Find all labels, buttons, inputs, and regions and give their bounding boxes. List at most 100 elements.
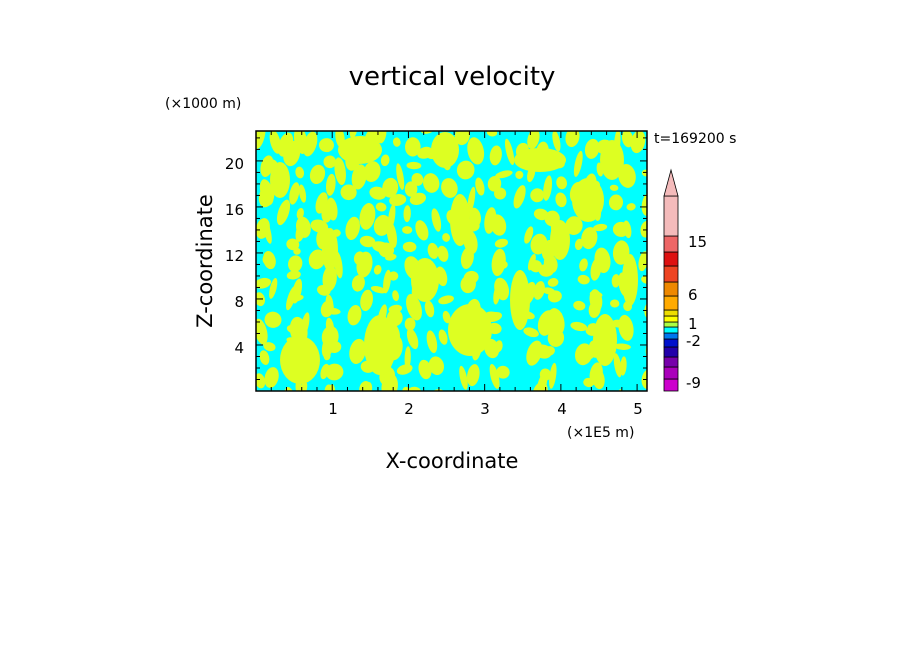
positive-velocity-cell <box>613 353 622 378</box>
positive-velocity-cell <box>592 369 605 390</box>
positive-velocity-cell <box>349 338 366 364</box>
positive-velocity-cell <box>469 207 482 226</box>
positive-velocity-cell <box>442 310 451 324</box>
positive-velocity-cell <box>638 251 647 272</box>
positive-velocity-cell <box>319 138 334 153</box>
positive-velocity-cell <box>356 251 373 278</box>
positive-velocity-cell <box>406 293 422 321</box>
positive-velocity-cell <box>589 289 603 312</box>
positive-velocity-cell <box>347 305 362 326</box>
positive-velocity-cell <box>351 164 367 190</box>
positive-velocity-cell <box>295 166 305 179</box>
positive-velocity-cell <box>288 255 303 273</box>
positive-velocity-cell <box>641 169 647 177</box>
x-tick-label-4: 4 <box>557 400 567 418</box>
positive-velocity-cell <box>404 317 416 331</box>
positive-velocity-cell <box>616 249 628 261</box>
positive-velocity-cell <box>418 359 432 380</box>
positive-velocity-cell <box>618 163 636 188</box>
positive-velocity-cell <box>475 177 485 196</box>
colorbar-segment <box>663 378 679 392</box>
positive-velocity-cell <box>406 161 422 170</box>
positive-velocity-cell <box>325 294 334 312</box>
colorbar-label-1: 1 <box>688 315 698 333</box>
colorbar-segment <box>663 265 679 283</box>
positive-velocity-cell <box>322 265 337 292</box>
positive-velocity-cell <box>552 131 561 152</box>
positive-velocity-cell <box>594 247 611 274</box>
positive-velocity-cell <box>437 245 449 262</box>
positive-velocity-cell <box>573 150 583 177</box>
positive-velocity-cell <box>427 242 439 259</box>
positive-velocity-cell <box>392 137 401 147</box>
colorbar-segment <box>663 309 679 317</box>
positive-velocity-cell <box>543 254 558 274</box>
positive-velocity-cell <box>404 137 421 157</box>
positive-velocity-cell <box>441 178 458 198</box>
positive-velocity-cell <box>450 194 470 246</box>
positive-velocity-cell <box>630 131 646 154</box>
positive-velocity-cell <box>544 346 555 356</box>
positive-velocity-cell <box>510 270 530 330</box>
positive-velocity-cell <box>490 214 507 236</box>
positive-velocity-cell <box>593 223 608 232</box>
positive-velocity-cell <box>409 192 426 205</box>
positive-velocity-cell <box>530 188 545 203</box>
colorbar-segment <box>663 326 679 334</box>
positive-velocity-cell <box>431 208 442 232</box>
positive-velocity-cell <box>618 314 634 341</box>
positive-velocity-cell <box>467 186 476 215</box>
positive-velocity-cell <box>340 184 357 201</box>
positive-velocity-cell <box>610 299 620 308</box>
x-tick-label-5: 5 <box>633 400 643 418</box>
positive-velocity-cell <box>259 179 274 206</box>
positive-velocity-cell <box>613 343 631 350</box>
colorbar-segment <box>663 356 679 368</box>
positive-velocity-cell <box>309 164 326 185</box>
velocity-field <box>256 131 647 417</box>
positive-velocity-cell <box>389 194 407 206</box>
colorbar-segment <box>663 195 679 237</box>
y-tick-label-20: 20 <box>225 155 244 173</box>
positive-velocity-cell <box>547 278 559 287</box>
positive-velocity-cell <box>326 197 338 221</box>
positive-velocity-cell <box>375 202 387 212</box>
positive-velocity-cell <box>323 351 331 361</box>
positive-velocity-cell <box>442 233 451 242</box>
positive-velocity-cell <box>543 175 553 201</box>
positive-velocity-cell <box>581 396 591 409</box>
positive-velocity-cell <box>496 365 510 379</box>
positive-velocity-cell <box>345 216 360 241</box>
positive-velocity-cell <box>428 356 445 375</box>
colorbar-segment <box>663 235 679 253</box>
positive-velocity-cell <box>466 364 480 387</box>
colorbar-segment <box>663 338 679 348</box>
colorbar-segment <box>663 251 679 267</box>
positive-velocity-cell <box>380 154 390 167</box>
positive-velocity-cell <box>547 308 565 336</box>
positive-velocity-cell <box>494 187 507 200</box>
positive-velocity-cell <box>411 172 424 186</box>
positive-velocity-cell <box>556 176 567 190</box>
positive-velocity-cell <box>513 185 526 209</box>
positive-velocity-cell <box>533 281 545 300</box>
positive-velocity-cell <box>565 216 583 235</box>
positive-velocity-cell <box>416 394 429 414</box>
positive-velocity-cell <box>555 192 567 208</box>
positive-velocity-cell <box>322 228 338 272</box>
positive-velocity-cell <box>262 219 272 244</box>
positive-velocity-cell <box>404 181 418 197</box>
positive-velocity-cell <box>458 396 473 417</box>
colorbar-label-15: 15 <box>688 233 707 251</box>
positive-velocity-cell <box>402 241 417 253</box>
positive-velocity-cell <box>539 368 552 381</box>
positive-velocity-cell <box>620 356 627 376</box>
positive-velocity-cell <box>438 329 448 345</box>
positive-velocity-cell <box>584 138 600 159</box>
positive-velocity-cell <box>369 186 387 200</box>
positive-velocity-cell <box>456 160 475 180</box>
positive-velocity-cell <box>287 294 304 302</box>
positive-velocity-cell <box>570 321 588 332</box>
y-tick-label-12: 12 <box>225 247 244 265</box>
positive-velocity-cell <box>270 162 290 198</box>
